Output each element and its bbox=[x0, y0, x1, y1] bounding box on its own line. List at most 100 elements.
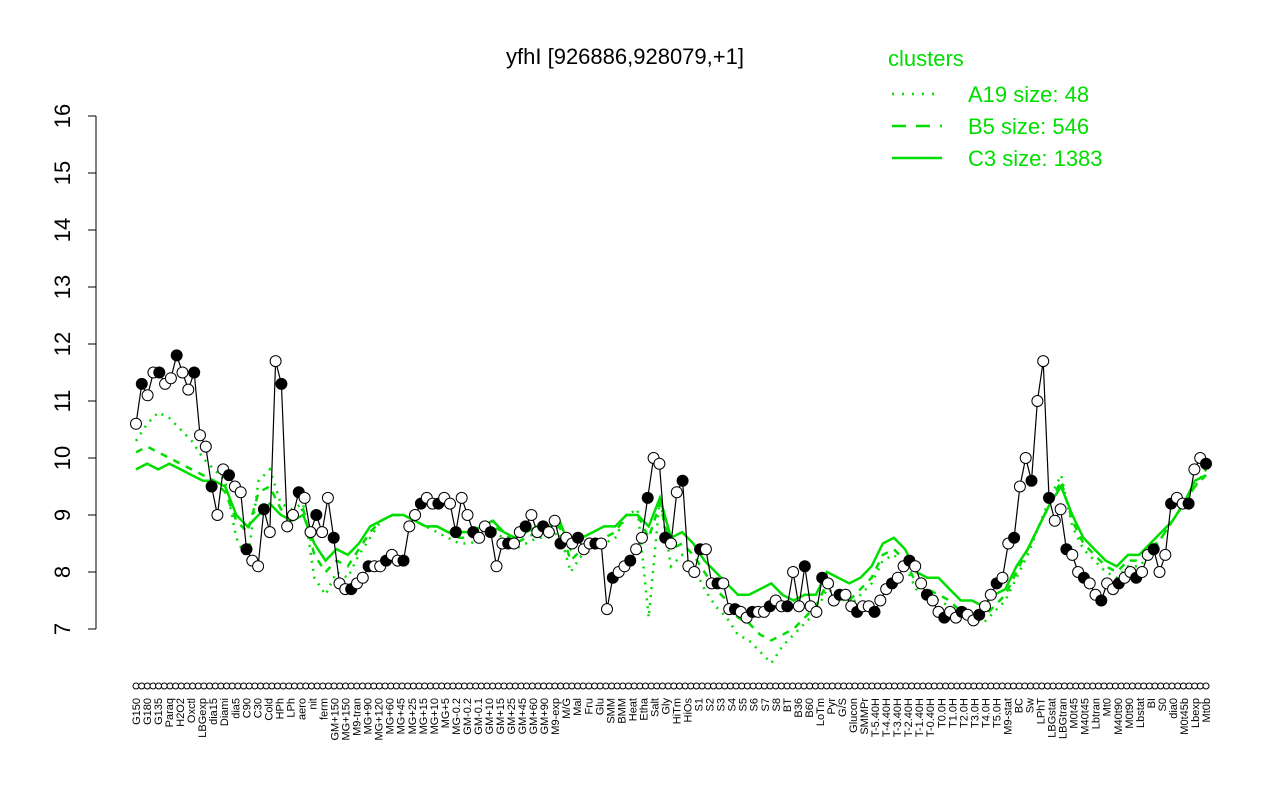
x-rug-marker bbox=[1174, 682, 1182, 690]
x-tick-label: C90 bbox=[241, 698, 253, 718]
x-tick-label: HPh bbox=[274, 698, 286, 719]
x-rug-marker bbox=[160, 682, 168, 690]
x-rug-marker bbox=[981, 682, 989, 690]
x-tick-label: Heat bbox=[627, 698, 639, 721]
data-point bbox=[211, 509, 224, 521]
x-rug-marker bbox=[1021, 682, 1029, 690]
data-point bbox=[484, 526, 497, 539]
data-point bbox=[182, 383, 195, 396]
x-tick-label: T5.0H bbox=[991, 698, 1003, 728]
data-point bbox=[979, 600, 991, 613]
x-rug-marker bbox=[925, 682, 933, 690]
data-point bbox=[1200, 457, 1212, 470]
x-tick-label: LoTm bbox=[815, 698, 827, 726]
x-rug-marker bbox=[579, 682, 587, 690]
x-tick-label: HiOs bbox=[683, 698, 695, 723]
x-rug-marker bbox=[755, 682, 763, 690]
data-point bbox=[1182, 497, 1195, 510]
x-rug-marker bbox=[132, 682, 140, 690]
data-point bbox=[874, 594, 887, 607]
x-tick-label: LBGexp bbox=[197, 698, 209, 738]
x-rug-marker bbox=[1094, 682, 1102, 690]
x-tick-label: T-0.40H bbox=[925, 698, 937, 737]
data-point bbox=[275, 377, 288, 390]
data-point bbox=[653, 457, 666, 470]
data-point bbox=[508, 537, 520, 550]
x-tick-label: LPhT bbox=[1036, 698, 1048, 725]
data-point bbox=[839, 588, 852, 601]
x-rug-marker bbox=[206, 682, 214, 690]
x-tick-label: S1 bbox=[694, 698, 706, 711]
data-point bbox=[1031, 395, 1044, 407]
x-tick-label: Diami bbox=[219, 698, 231, 726]
data-point bbox=[473, 531, 486, 544]
x-rug-marker bbox=[653, 682, 661, 690]
x-tick-label: G/S bbox=[837, 698, 849, 717]
x-rug-marker bbox=[1083, 682, 1091, 690]
x-rug-marker bbox=[551, 682, 559, 690]
x-tick-label: Salt bbox=[650, 698, 662, 717]
x-rug-marker bbox=[177, 682, 185, 690]
x-rug-marker bbox=[574, 682, 582, 690]
x-rug-marker bbox=[330, 682, 338, 690]
x-tick-label: G135 bbox=[153, 698, 165, 725]
data-point bbox=[688, 566, 701, 578]
data-point bbox=[601, 603, 613, 616]
x-rug-marker bbox=[217, 682, 225, 690]
x-tick-label: MG+120 bbox=[374, 698, 386, 741]
x-tick-label: Glucon bbox=[848, 698, 860, 733]
x-rug-marker bbox=[998, 682, 1006, 690]
x-tick-label: S5 bbox=[738, 698, 750, 711]
x-tick-label: T-5.40H bbox=[870, 698, 882, 737]
y-tick-label: 7 bbox=[50, 623, 75, 635]
y-axis: 7 8 9 10 11 12 13 14 15 16 bbox=[50, 104, 97, 635]
x-tick-label: Mt0 bbox=[1102, 698, 1114, 716]
y-tick-label: 11 bbox=[50, 390, 75, 413]
data-point bbox=[461, 509, 474, 521]
x-tick-label: HiTm bbox=[672, 698, 684, 724]
y-tick-label: 9 bbox=[50, 509, 75, 521]
data-point bbox=[1019, 452, 1032, 464]
x-rug-marker bbox=[1191, 682, 1199, 690]
x-rug-marker bbox=[913, 682, 921, 690]
data-point bbox=[310, 509, 323, 521]
x-rug-marker bbox=[698, 682, 706, 690]
data-point bbox=[130, 417, 142, 430]
x-tick-label: T4.0H bbox=[980, 698, 992, 728]
x-rug-marker bbox=[936, 682, 944, 690]
x-rug-marker bbox=[630, 682, 638, 690]
legend-entry-b5: B5 size: 546 bbox=[968, 114, 1089, 139]
legend-title: clusters bbox=[888, 46, 964, 71]
x-rug-marker bbox=[704, 682, 712, 690]
x-rug-marker bbox=[789, 682, 797, 690]
data-point bbox=[164, 372, 177, 385]
x-tick-label: BI bbox=[1146, 698, 1158, 708]
x-rug-marker bbox=[749, 682, 757, 690]
data-point bbox=[1048, 514, 1061, 527]
x-tick-label: S7 bbox=[760, 698, 772, 711]
legend-entry-c3: C3 size: 1383 bbox=[968, 146, 1103, 171]
x-rug-marker bbox=[862, 682, 870, 690]
data-point bbox=[257, 503, 270, 516]
data-point bbox=[676, 474, 689, 487]
x-rug-marker bbox=[908, 682, 916, 690]
x-tick-label: GM+10 bbox=[484, 698, 496, 734]
series-layer bbox=[130, 349, 1212, 666]
data-point bbox=[1008, 531, 1021, 544]
x-rug-marker bbox=[409, 682, 417, 690]
data-point bbox=[542, 526, 555, 539]
x-tick-label: MG+15 bbox=[418, 698, 430, 734]
data-point bbox=[781, 600, 794, 613]
x-tick-label: M9-exp bbox=[550, 698, 562, 735]
x-tick-label: T-4.40H bbox=[881, 698, 893, 737]
x-tick-label: GM+90 bbox=[539, 698, 551, 734]
x-tick-label: T-2.40H bbox=[903, 698, 915, 737]
x-tick-label: GM-0.1 bbox=[473, 698, 485, 735]
x-rug-marker bbox=[953, 682, 961, 690]
data-point bbox=[630, 543, 643, 556]
data-point bbox=[1159, 548, 1172, 561]
data-point bbox=[269, 355, 282, 368]
x-rug-marker bbox=[585, 682, 593, 690]
x-rug-marker bbox=[1151, 682, 1159, 690]
